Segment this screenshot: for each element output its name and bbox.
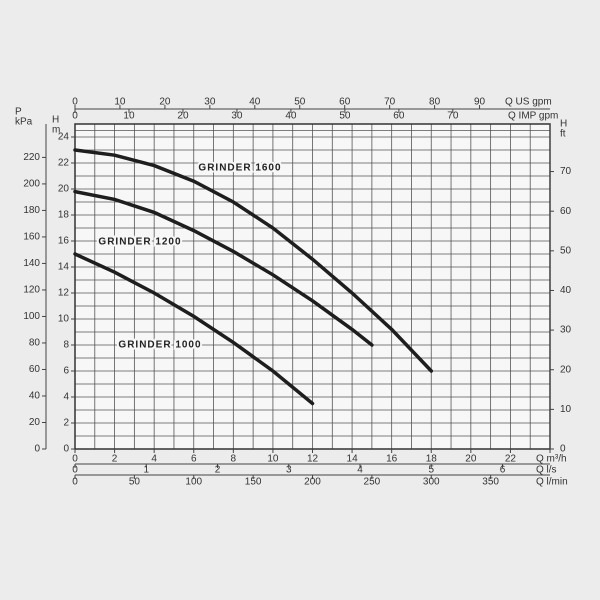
axis-tick-label: 0 <box>72 97 78 108</box>
axis-tick-label: 10 <box>114 97 126 108</box>
y-tick-label: 12 <box>58 288 70 299</box>
axis-tick-label: 0 <box>34 444 40 455</box>
axis-tick-label: 150 <box>245 477 262 488</box>
axis-tick-label: 350 <box>482 477 499 488</box>
axis-tick-label: 50 <box>294 97 306 108</box>
y-tick-label: 24 <box>58 132 70 143</box>
x-tick-label: 2 <box>112 454 118 465</box>
x-tick-label: 4 <box>151 454 157 465</box>
axis-tick-label: 20 <box>159 97 171 108</box>
axis-tick-label: 20 <box>560 364 572 375</box>
axis-tick-label: 80 <box>429 97 441 108</box>
axis-title: P <box>15 107 22 118</box>
x-tick-label: 6 <box>191 454 197 465</box>
pump-curve <box>73 148 434 373</box>
y-tick-label: 14 <box>58 262 70 273</box>
axis-tick-label: 0 <box>72 465 78 476</box>
y-tick-label: 18 <box>58 210 70 221</box>
axis-tick-label: 30 <box>560 325 572 336</box>
x-tick-label: 20 <box>465 454 477 465</box>
axis-tick-label: 0 <box>72 477 78 488</box>
x-tick-label: 0 <box>72 454 78 465</box>
axis-tick-label: 300 <box>423 477 440 488</box>
axis-tick-label: 50 <box>129 477 141 488</box>
axis-tick-label: 100 <box>185 477 202 488</box>
y-tick-label: 2 <box>63 418 69 429</box>
axis-tick-label: 60 <box>339 97 351 108</box>
x-tick-label: 22 <box>505 454 517 465</box>
axis-title: Q US gpm <box>505 97 552 108</box>
axis-tick-label: 60 <box>560 206 572 217</box>
axis-tick-label: 10 <box>560 404 572 415</box>
axis-tick-label: 6 <box>500 465 506 476</box>
y-tick-label: 8 <box>63 340 69 351</box>
axis-tick-label: 200 <box>23 179 40 190</box>
axis-title: Q l/s <box>536 465 557 476</box>
axis-tick-label: 70 <box>447 111 459 122</box>
axis-tick-label: 60 <box>393 111 405 122</box>
series-label: GRINDER 1600 <box>198 163 281 174</box>
y-tick-label: 10 <box>58 314 70 325</box>
x-tick-label: 10 <box>267 454 279 465</box>
y-tick-label: 4 <box>63 392 69 403</box>
series-label: GRINDER 1000 <box>118 340 201 351</box>
y-tick-label: 16 <box>58 236 70 247</box>
axis-tick-label: 100 <box>23 311 40 322</box>
y-tick-label: 20 <box>58 184 70 195</box>
x-axis-title: Q m³/h <box>536 454 567 465</box>
axis-tick-label: 20 <box>177 111 189 122</box>
axis-tick-label: 40 <box>560 285 572 296</box>
axis-title: Q IMP gpm <box>508 111 558 122</box>
axis-tick-label: 0 <box>72 111 78 122</box>
axis-tick-label: 220 <box>23 152 40 163</box>
axis-tick-label: 0 <box>560 444 566 455</box>
axis-tick-label: 10 <box>123 111 135 122</box>
axis-title: ft <box>560 129 566 140</box>
y-axis-title: m <box>52 125 60 136</box>
y-axis-title: H <box>52 115 59 126</box>
axis-tick-label: 20 <box>29 417 41 428</box>
y-tick-label: 0 <box>63 444 69 455</box>
axis-tick-label: 80 <box>29 338 41 349</box>
x-tick-label: 16 <box>386 454 398 465</box>
y-tick-label: 22 <box>58 158 70 169</box>
axis-title: Q l/min <box>536 477 568 488</box>
axis-tick-label: 40 <box>29 391 41 402</box>
axis-tick-label: 160 <box>23 232 40 243</box>
axis-tick-label: 30 <box>231 111 243 122</box>
axis-title: kPa <box>15 117 33 128</box>
axis-tick-label: 50 <box>339 111 351 122</box>
axis-tick-label: 30 <box>204 97 216 108</box>
axis-tick-label: 4 <box>357 465 363 476</box>
axis-tick-label: 40 <box>285 111 297 122</box>
series-label: GRINDER 1200 <box>98 237 181 248</box>
axis-tick-label: 40 <box>249 97 261 108</box>
axis-title: H <box>560 119 567 130</box>
x-tick-label: 18 <box>426 454 438 465</box>
axis-tick-label: 250 <box>364 477 381 488</box>
axis-tick-label: 180 <box>23 205 40 216</box>
x-tick-label: 8 <box>231 454 237 465</box>
axis-tick-label: 200 <box>304 477 321 488</box>
y-tick-label: 6 <box>63 366 69 377</box>
axis-tick-label: 140 <box>23 258 40 269</box>
x-tick-label: 12 <box>307 454 319 465</box>
axis-tick-label: 70 <box>560 166 572 177</box>
axis-tick-label: 1 <box>143 465 149 476</box>
axis-tick-label: 60 <box>29 364 41 375</box>
x-tick-label: 14 <box>347 454 359 465</box>
axis-tick-label: 120 <box>23 285 40 296</box>
axis-tick-label: 90 <box>474 97 486 108</box>
axis-tick-label: 3 <box>286 465 292 476</box>
axis-tick-label: 70 <box>384 97 396 108</box>
pump-curve <box>73 252 315 406</box>
pump-curve <box>73 189 374 347</box>
axis-tick-label: 2 <box>215 465 221 476</box>
axis-tick-label: 50 <box>560 245 572 256</box>
axis-tick-label: 5 <box>428 465 434 476</box>
